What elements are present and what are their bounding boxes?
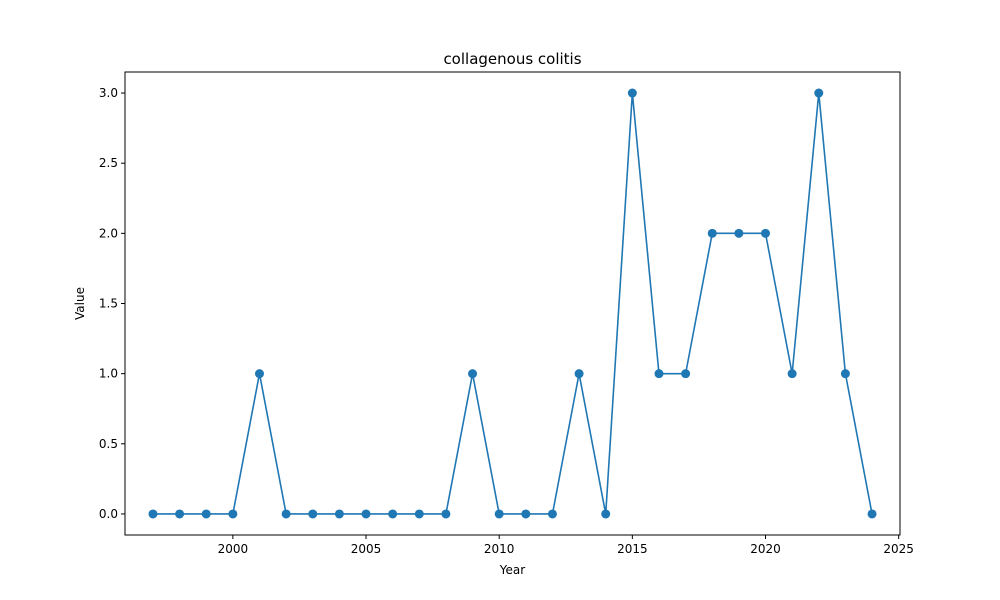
- x-tick-label: 2000: [218, 542, 249, 556]
- x-tick-label: 2015: [617, 542, 648, 556]
- series-line: [152, 92, 873, 515]
- data-point: [388, 509, 398, 519]
- data-point: [281, 509, 291, 519]
- x-axis-label: Year: [499, 563, 525, 577]
- data-point: [494, 509, 504, 519]
- data-point: [574, 369, 584, 379]
- data-point: [627, 88, 637, 98]
- data-point: [840, 369, 850, 379]
- data-point: [414, 509, 424, 519]
- data-point: [734, 228, 744, 238]
- y-tick-label: 0.0: [99, 507, 118, 521]
- series-layer: [148, 88, 877, 519]
- data-point: [761, 228, 771, 238]
- data-point: [361, 509, 371, 519]
- data-point: [175, 509, 185, 519]
- data-point: [148, 509, 158, 519]
- y-tick-label: 2.5: [99, 156, 118, 170]
- data-point: [441, 509, 451, 519]
- y-tick-label: 1.5: [99, 297, 118, 311]
- data-point: [308, 509, 318, 519]
- data-point: [468, 369, 478, 379]
- data-point: [201, 509, 211, 519]
- data-point: [814, 88, 824, 98]
- data-point: [681, 369, 691, 379]
- y-axis-label: Value: [73, 287, 87, 320]
- data-point: [521, 509, 531, 519]
- y-tick-label: 0.5: [99, 437, 118, 451]
- y-axis: 0.0 0.5 1.0 1.5 2.0 2.5 3.0: [99, 86, 125, 521]
- data-point: [547, 509, 557, 519]
- data-point: [867, 509, 877, 519]
- y-tick-label: 2.0: [99, 226, 118, 240]
- y-tick-label: 3.0: [99, 86, 118, 100]
- y-tick-label: 1.0: [99, 367, 118, 381]
- x-tick-label: 2010: [484, 542, 515, 556]
- data-point: [334, 509, 344, 519]
- data-point: [601, 509, 611, 519]
- x-tick-label: 2020: [750, 542, 781, 556]
- data-point: [654, 369, 664, 379]
- data-point: [707, 228, 717, 238]
- data-point: [228, 509, 238, 519]
- x-tick-label: 2005: [351, 542, 382, 556]
- x-axis: 2000 2005 2010 2015 2020 2025: [218, 535, 914, 556]
- x-tick-label: 2025: [883, 542, 914, 556]
- data-point: [787, 369, 797, 379]
- data-point: [254, 369, 264, 379]
- chart-title: collagenous colitis: [443, 50, 581, 68]
